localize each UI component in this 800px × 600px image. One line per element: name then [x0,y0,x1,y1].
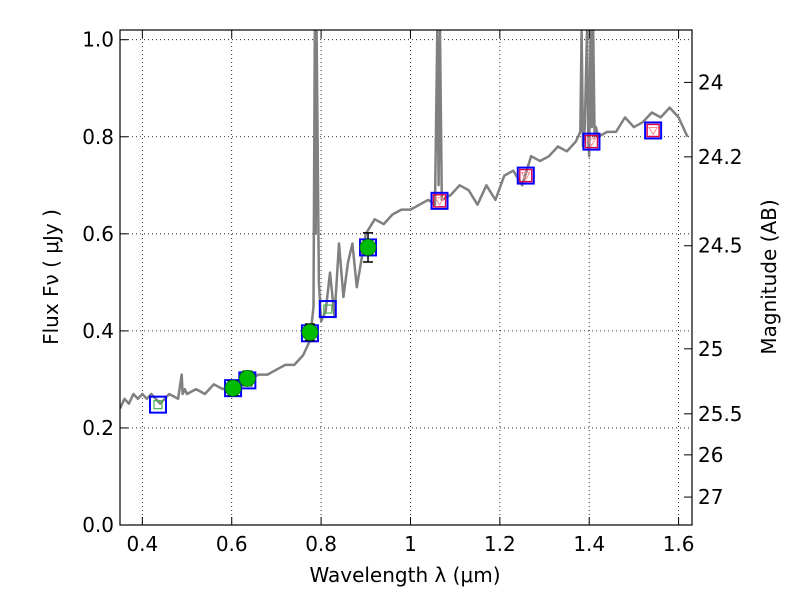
model-flux-box [148,395,167,414]
upper-limit-triangle [648,126,658,136]
right-axis-label: Magnitude (AB) [757,199,781,354]
right-tick-label: 27 [698,485,723,509]
upper-limit-marker [519,168,533,183]
x-tick-label: 0.4 [126,532,158,556]
y-tick-label: 0.0 [82,513,114,537]
plot-frame [119,29,693,526]
photometry-point [359,239,377,256]
model-spectrum [120,30,689,410]
y-tick-label: 0.6 [82,222,114,246]
photometry-points [148,121,663,414]
right-tick-label: 26 [698,443,723,467]
model-flux-box [516,166,535,185]
inner-detection-box [323,304,333,314]
plot-border [119,29,693,526]
upper-limit-marker [646,123,660,138]
inner-detection-box [153,400,163,410]
y-axis-label: Flux Fν ( μJy ) [39,209,63,345]
photometry-point [224,379,242,397]
y-tick-label: 0.8 [82,125,114,149]
upper-limit-triangle [434,197,445,206]
x-tick-label: 1 [404,532,417,556]
model-spectrum-line [120,30,689,410]
model-flux-box [318,300,337,319]
right-tick-label: 24 [698,70,723,94]
grid-lines [120,30,692,525]
x-tick-label: 1.6 [663,532,695,556]
y-tick-label: 1.0 [82,28,114,52]
y-tick-label: 0.4 [82,319,114,343]
right-tick-label: 24.5 [698,234,743,258]
photometry-point [301,323,319,341]
upper-limit-triangle [586,138,597,147]
x-tick-label: 1.2 [484,532,516,556]
x-tick-label: 1.4 [573,532,605,556]
right-tick-label: 24.2 [698,145,743,169]
x-axis-label: Wavelength λ (μm) [309,563,500,587]
right-tick-label: 25 [698,337,723,361]
model-flux-box [582,132,601,151]
right-tick-label: 25.5 [698,402,743,426]
model-flux-box [644,121,663,140]
x-tick-label: 0.8 [305,532,337,556]
x-tick-label: 0.6 [216,532,248,556]
y-tick-label: 0.2 [82,416,114,440]
photometry-point [238,370,256,387]
axis-ticks: 0.4 0.6 0.8 1 1.2 1.4 1.6 0.0 0.2 0.4 0.6 0.8 1.0 24 2… [82,28,742,556]
upper-limit-triangle [520,172,531,181]
upper-limit-marker [584,134,599,149]
model-flux-box [430,191,449,210]
upper-limit-marker [432,194,447,208]
